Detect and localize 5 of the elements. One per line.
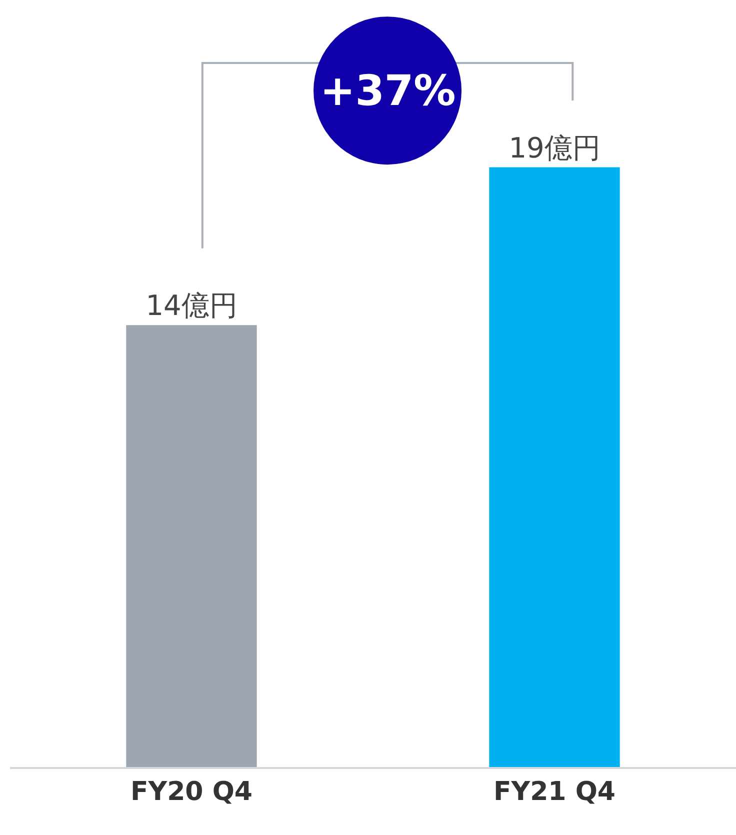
data-label: 19億円 [508,131,600,164]
data-label: 14億円 [146,289,238,322]
annotation: +37% [320,66,456,115]
x-tick-label: FY21 Q4 [493,777,616,808]
x-tick-label: FY20 Q4 [130,777,253,808]
